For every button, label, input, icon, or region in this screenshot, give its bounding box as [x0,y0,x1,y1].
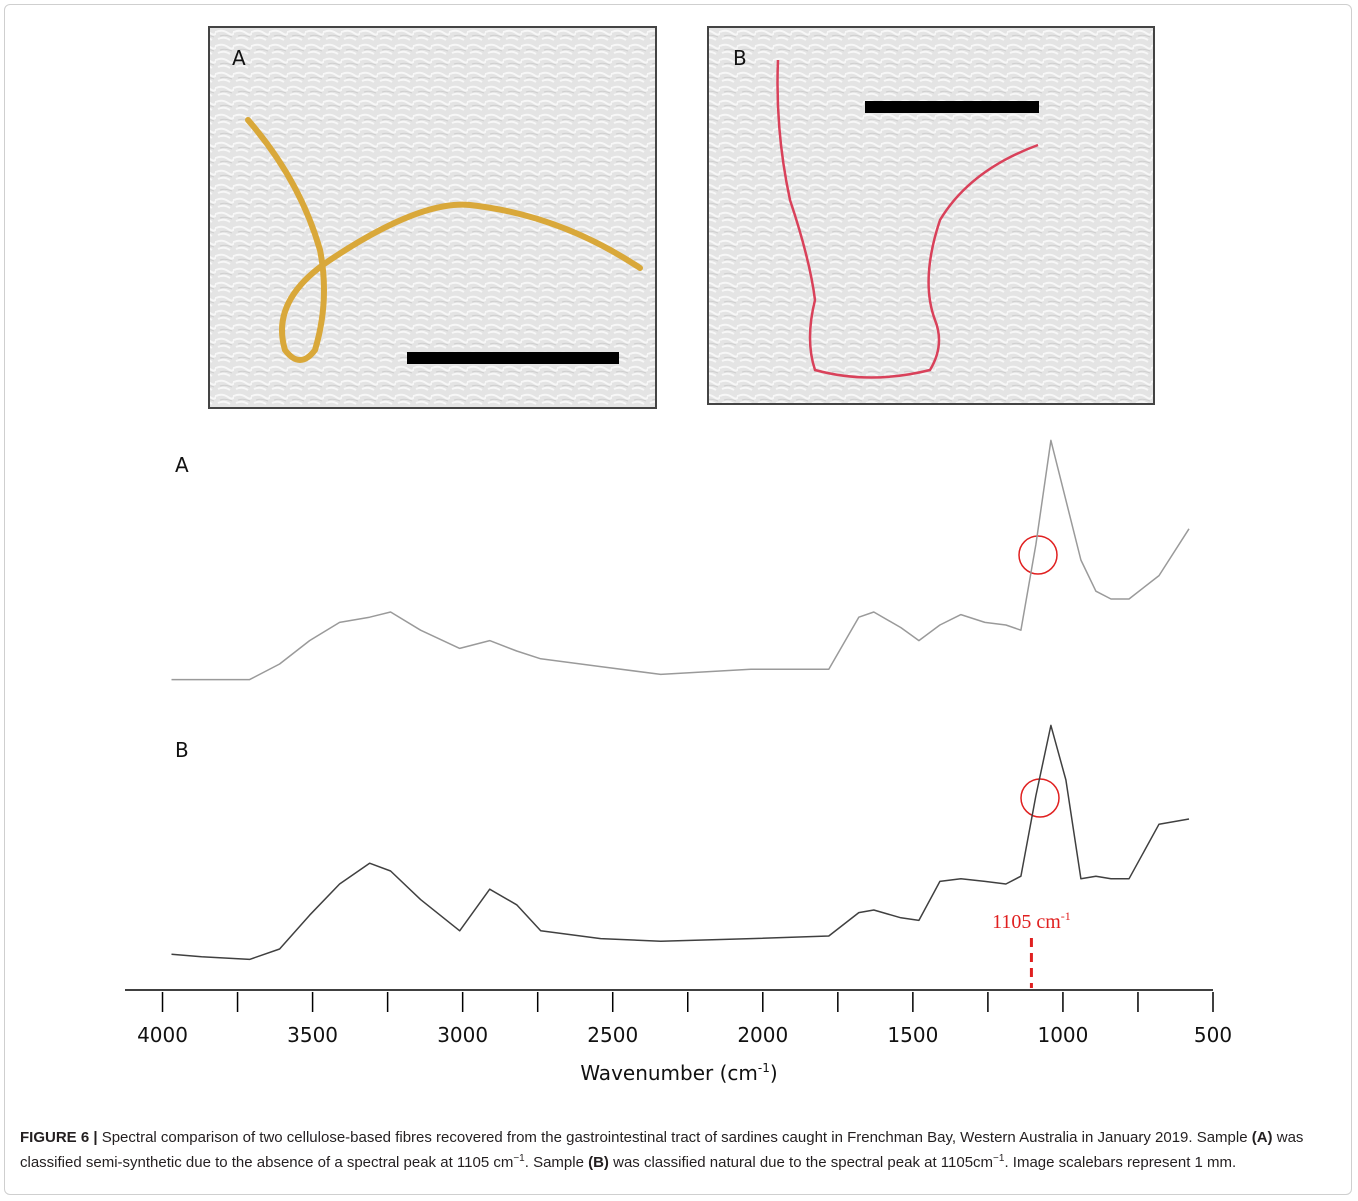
caption-text: −1 [993,1153,1005,1164]
caption-text: (B) [588,1154,609,1171]
annotation-label-part: 1105 cm [992,911,1061,933]
photo-label: B [733,46,747,70]
x-axis-label-part: ) [770,1061,778,1085]
caption-text: was classified semi-synthetic due to the… [20,1129,1304,1171]
x-tick-label: 2500 [587,1023,638,1047]
caption-text: FIGURE 6 | [20,1129,98,1146]
photo-a: A [208,26,657,409]
x-tick-label: 500 [1194,1023,1232,1047]
highlight-circle [1020,778,1060,818]
caption-text: was classified natural due to the spectr… [608,1154,994,1171]
x-tick-label: 1000 [1037,1023,1088,1047]
x-tick-label: 4000 [137,1023,188,1047]
series-label: A [175,453,189,477]
figure-frame [4,4,1352,1195]
x-tick-label: 3000 [437,1023,488,1047]
caption-text: (A) [1251,1129,1273,1146]
x-tick-label: 2000 [737,1023,788,1047]
highlight-circle [1018,535,1058,575]
caption: FIGURE 6 | Spectral comparison of two ce… [20,1125,1340,1175]
spectrum-line [171,724,1190,961]
annotation-label: 1105 cm-1 [992,909,1071,933]
x-tick-label: 3500 [287,1023,338,1047]
x-axis-label-part: Wavenumber (cm [580,1061,758,1085]
x-axis-label: Wavenumber (cm-1) [580,1061,777,1085]
photo-label: A [232,46,246,70]
x-tick-label: 1500 [887,1023,938,1047]
caption-text: Spectral comparison of two cellulose-bas… [97,1129,1252,1146]
series-label: B [175,738,189,762]
photo-b: B [707,26,1155,405]
figure: A B 4000 3500 3000 2500 2000 1500 1000 500 Waven… [125,26,1232,1085]
annotation-label-part: -1 [1061,909,1071,923]
caption-text: . Sample [524,1154,589,1171]
caption-text: . Image scalebars represent 1 mm. [1004,1154,1237,1171]
caption-text: −1 [513,1153,525,1164]
x-axis-label-part: -1 [758,1061,770,1075]
spectrum-line [171,439,1190,681]
